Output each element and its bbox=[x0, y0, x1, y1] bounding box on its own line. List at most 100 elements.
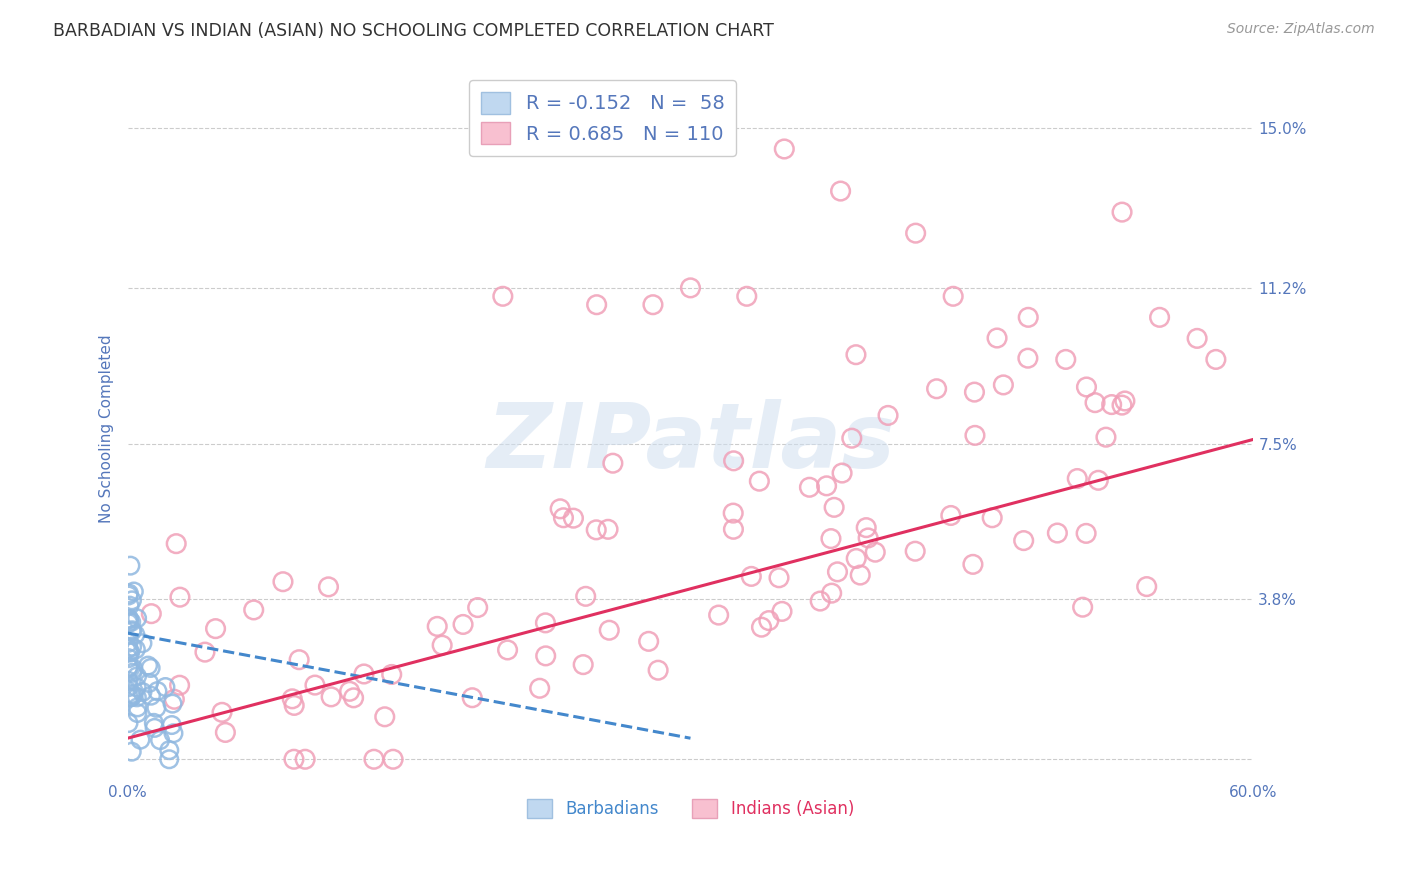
Point bbox=[773, 142, 796, 156]
Point bbox=[585, 523, 607, 537]
Point bbox=[451, 617, 474, 632]
Point bbox=[925, 382, 948, 396]
Point bbox=[1076, 380, 1098, 394]
Point bbox=[125, 681, 148, 695]
Point bbox=[118, 599, 141, 613]
Point bbox=[939, 508, 962, 523]
Point bbox=[138, 676, 160, 690]
Point bbox=[204, 622, 226, 636]
Point bbox=[211, 706, 233, 720]
Point bbox=[117, 612, 139, 626]
Point bbox=[841, 431, 863, 445]
Legend: Barbadians, Indians (Asian): Barbadians, Indians (Asian) bbox=[520, 792, 860, 825]
Point bbox=[169, 678, 191, 692]
Point bbox=[120, 615, 142, 629]
Point bbox=[820, 532, 842, 546]
Point bbox=[963, 428, 986, 442]
Point bbox=[962, 558, 984, 572]
Point bbox=[768, 571, 790, 585]
Point bbox=[598, 624, 620, 638]
Point bbox=[1084, 395, 1107, 409]
Point bbox=[637, 634, 659, 648]
Point bbox=[596, 522, 619, 536]
Point bbox=[118, 690, 141, 705]
Point bbox=[467, 600, 489, 615]
Point bbox=[381, 667, 404, 681]
Point bbox=[124, 627, 146, 641]
Point bbox=[492, 289, 515, 303]
Point bbox=[283, 698, 305, 713]
Point bbox=[363, 752, 385, 766]
Point bbox=[117, 651, 139, 665]
Point bbox=[120, 661, 142, 675]
Point bbox=[496, 643, 519, 657]
Point bbox=[1185, 331, 1208, 345]
Point bbox=[139, 661, 162, 675]
Point bbox=[1101, 398, 1123, 412]
Point bbox=[751, 620, 773, 634]
Point bbox=[142, 715, 165, 730]
Point bbox=[120, 687, 142, 701]
Point bbox=[318, 580, 340, 594]
Point bbox=[1087, 473, 1109, 487]
Point bbox=[1095, 430, 1118, 444]
Text: Source: ZipAtlas.com: Source: ZipAtlas.com bbox=[1227, 22, 1375, 37]
Point bbox=[117, 680, 139, 694]
Point bbox=[827, 565, 849, 579]
Point bbox=[160, 718, 183, 732]
Point bbox=[845, 551, 868, 566]
Point bbox=[430, 638, 453, 652]
Point bbox=[904, 544, 927, 558]
Point bbox=[163, 692, 186, 706]
Point bbox=[169, 590, 191, 604]
Point bbox=[162, 697, 184, 711]
Point bbox=[748, 474, 770, 488]
Point bbox=[799, 480, 821, 494]
Point bbox=[374, 710, 396, 724]
Point bbox=[125, 690, 148, 705]
Point bbox=[602, 456, 624, 470]
Point bbox=[283, 752, 305, 766]
Point bbox=[118, 614, 141, 628]
Point bbox=[121, 624, 143, 639]
Point bbox=[1012, 533, 1035, 548]
Point bbox=[815, 479, 838, 493]
Point bbox=[993, 378, 1015, 392]
Point bbox=[585, 298, 607, 312]
Point bbox=[562, 511, 585, 525]
Point bbox=[758, 614, 780, 628]
Point bbox=[117, 641, 139, 656]
Point bbox=[770, 604, 793, 618]
Point bbox=[1017, 351, 1039, 366]
Point bbox=[271, 574, 294, 589]
Point bbox=[679, 281, 702, 295]
Point bbox=[125, 669, 148, 683]
Point bbox=[121, 593, 143, 607]
Point bbox=[121, 640, 143, 654]
Point bbox=[122, 662, 145, 676]
Point bbox=[855, 521, 877, 535]
Point bbox=[740, 569, 762, 583]
Point bbox=[1111, 398, 1133, 412]
Point bbox=[281, 691, 304, 706]
Point bbox=[821, 586, 844, 600]
Point bbox=[304, 678, 326, 692]
Point bbox=[288, 653, 311, 667]
Point bbox=[461, 690, 484, 705]
Point bbox=[1136, 580, 1159, 594]
Point bbox=[117, 673, 139, 688]
Point bbox=[121, 624, 143, 638]
Point bbox=[707, 608, 730, 623]
Point bbox=[155, 680, 177, 694]
Point bbox=[534, 648, 557, 663]
Point bbox=[353, 667, 375, 681]
Point bbox=[808, 594, 831, 608]
Point bbox=[647, 663, 669, 677]
Point bbox=[120, 646, 142, 660]
Point bbox=[127, 706, 149, 720]
Point bbox=[127, 700, 149, 714]
Point bbox=[856, 531, 879, 545]
Point bbox=[136, 658, 159, 673]
Point bbox=[162, 726, 184, 740]
Point bbox=[131, 636, 153, 650]
